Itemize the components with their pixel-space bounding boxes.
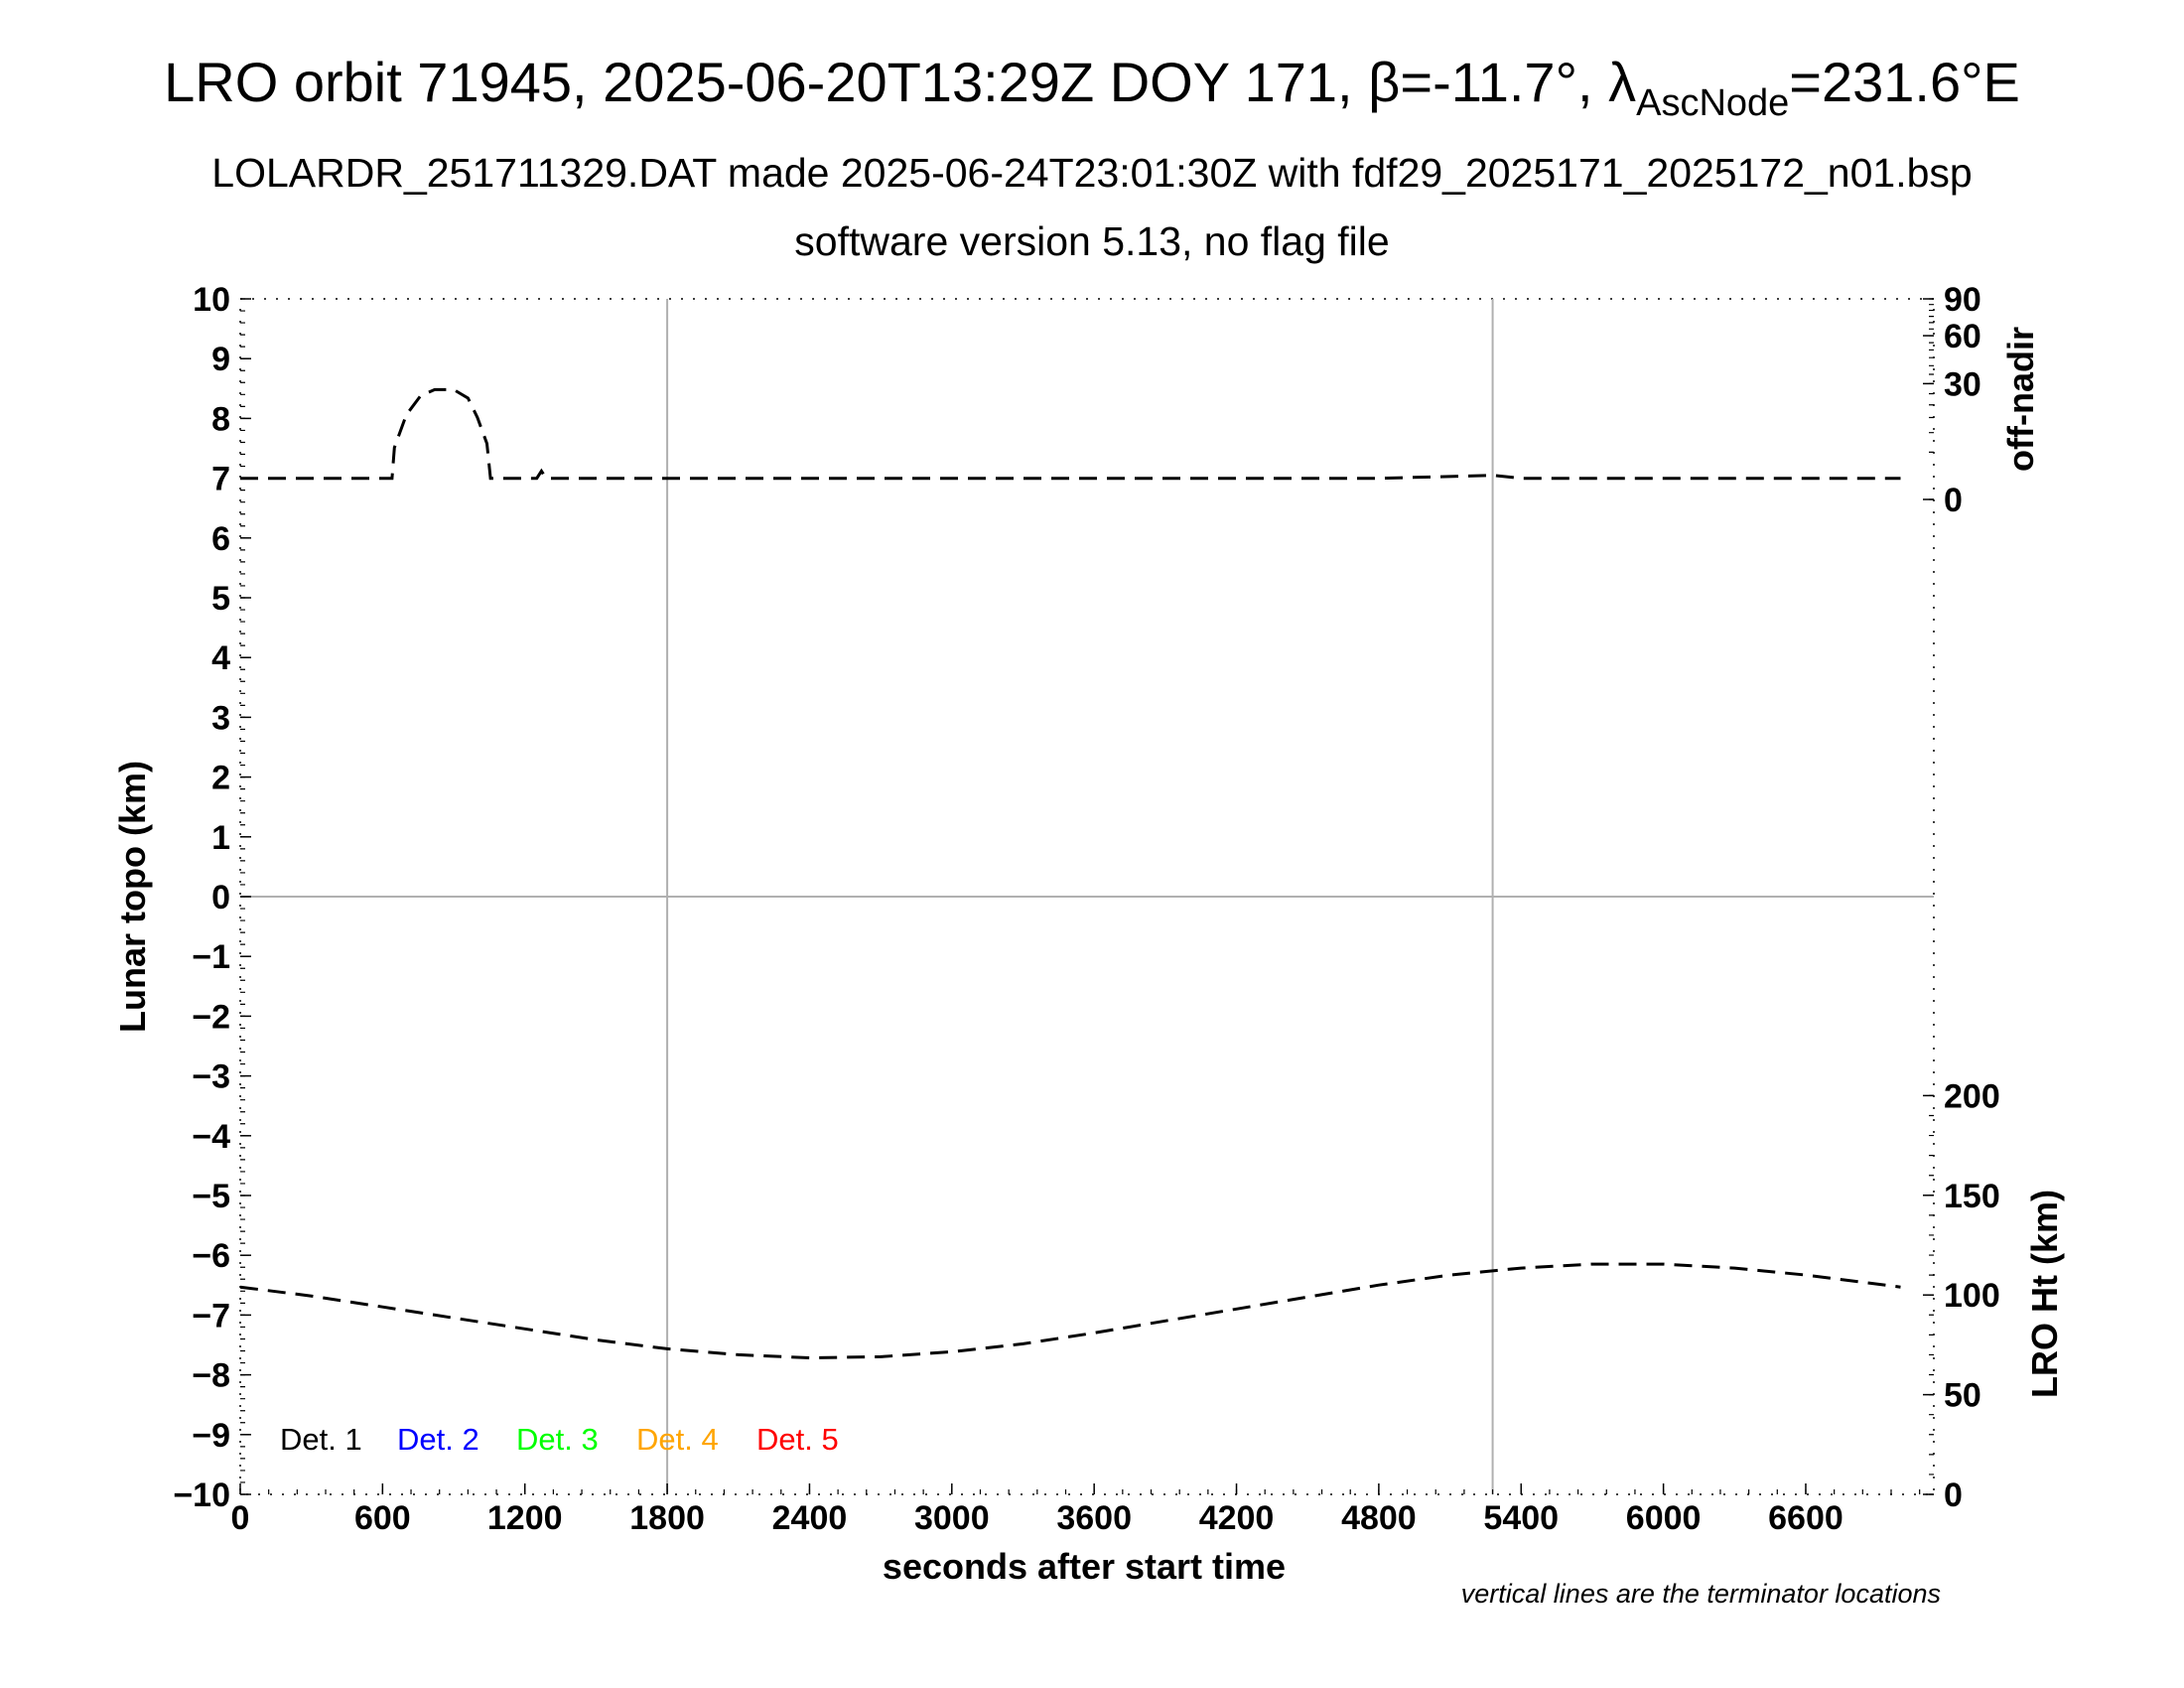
x-tick-label: 3000 — [914, 1499, 990, 1537]
terminator-note: vertical lines are the terminator locati… — [1461, 1579, 1941, 1609]
legend-entry-det-5: Det. 5 — [756, 1422, 839, 1457]
y-tick-label: 9 — [211, 341, 230, 378]
y-tick-label: −10 — [173, 1477, 230, 1514]
off-nadir-tick-label: 90 — [1944, 281, 1981, 319]
y-tick-label: −4 — [192, 1118, 230, 1156]
y-tick-label: −8 — [192, 1357, 230, 1395]
lro-height-tick-label: 0 — [1944, 1477, 1963, 1514]
y-tick-label: −9 — [192, 1417, 230, 1455]
x-tick-label: 6600 — [1768, 1499, 1843, 1537]
x-tick-label: 4200 — [1199, 1499, 1275, 1537]
y-tick-label: 2 — [211, 760, 230, 797]
x-tick-label: 3600 — [1056, 1499, 1132, 1537]
x-tick-label: 1800 — [629, 1499, 705, 1537]
y-tick-label: −1 — [192, 938, 230, 976]
legend-entry-det-1: Det. 1 — [280, 1422, 362, 1457]
off-nadir-tick-label: 0 — [1944, 482, 1963, 519]
x-tick-label: 6000 — [1626, 1499, 1702, 1537]
y-tick-label: 8 — [211, 400, 230, 438]
lro-height-tick-label: 150 — [1944, 1178, 2000, 1215]
legend-entry-det-2: Det. 2 — [397, 1422, 479, 1457]
x-tick-label: 2400 — [772, 1499, 848, 1537]
y-tick-label: 1 — [211, 819, 230, 857]
x-tick-label: 5400 — [1483, 1499, 1559, 1537]
off-nadir-series-line — [240, 387, 1901, 481]
y-tick-label: 4 — [211, 639, 230, 677]
y-tick-label: −3 — [192, 1058, 230, 1096]
x-tick-label: 1200 — [487, 1499, 563, 1537]
y-tick-label: 10 — [193, 281, 230, 319]
off-nadir-tick-label: 30 — [1944, 365, 1981, 403]
y-axis-label: Lunar topo (km) — [112, 761, 153, 1033]
y-tick-label: 5 — [211, 580, 230, 618]
x-tick-label: 4800 — [1341, 1499, 1417, 1537]
right-axis-label-lro-height: LRO Ht (km) — [2024, 1190, 2065, 1398]
chart-subtitle-software: software version 5.13, no flag file — [794, 218, 1389, 264]
y-tick-label: 7 — [211, 461, 230, 498]
y-tick-label: 6 — [211, 520, 230, 558]
off-nadir-tick-label: 60 — [1944, 318, 1981, 355]
y-tick-label: −6 — [192, 1237, 230, 1275]
x-axis-label: seconds after start time — [883, 1546, 1286, 1587]
legend: Det. 1 Det. 2 Det. 3 Det. 4 Det. 5 — [280, 1422, 839, 1457]
lro-height-series-line — [239, 1262, 1901, 1360]
plot-frame — [239, 298, 1935, 1495]
chart-title: LRO orbit 71945, 2025-06-20T13:29Z DOY 1… — [164, 51, 2020, 124]
y-tick-label: 0 — [211, 879, 230, 916]
x-tick-label: 600 — [354, 1499, 411, 1537]
right-axis-label-off-nadir: off-nadir — [2000, 327, 2041, 472]
lro-height-tick-label: 200 — [1944, 1077, 2000, 1115]
lro-height-tick-label: 50 — [1944, 1377, 1981, 1415]
chart-subtitle: LOLARDR_251711329.DAT made 2025-06-24T23… — [211, 150, 1972, 196]
legend-entry-det-4: Det. 4 — [636, 1422, 719, 1457]
y-tick-label: −7 — [192, 1297, 230, 1335]
y-tick-label: −5 — [192, 1178, 230, 1215]
legend-entry-det-3: Det. 3 — [516, 1422, 599, 1457]
y-tick-label: −2 — [192, 998, 230, 1036]
x-tick-label: 0 — [231, 1499, 250, 1537]
y-tick-label: 3 — [211, 699, 230, 737]
lro-height-tick-label: 100 — [1944, 1277, 2000, 1315]
